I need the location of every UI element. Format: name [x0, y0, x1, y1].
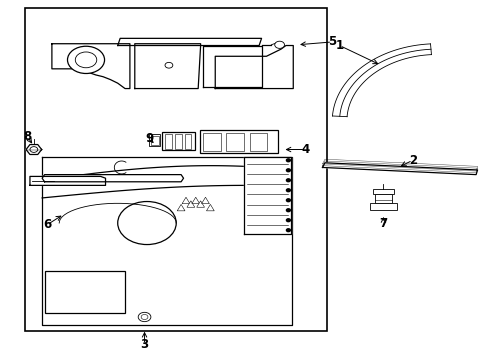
- Text: 5: 5: [327, 35, 336, 49]
- Bar: [203, 133, 220, 151]
- Polygon shape: [244, 157, 290, 234]
- Polygon shape: [42, 175, 183, 182]
- Bar: [369, 203, 396, 211]
- Polygon shape: [52, 44, 130, 89]
- Circle shape: [286, 169, 290, 172]
- Polygon shape: [26, 145, 41, 154]
- Circle shape: [286, 199, 290, 202]
- Polygon shape: [186, 201, 194, 207]
- Text: 7: 7: [379, 216, 386, 230]
- Circle shape: [164, 62, 172, 68]
- Bar: [25, 8, 327, 330]
- Polygon shape: [191, 197, 199, 204]
- Bar: [161, 132, 194, 150]
- Polygon shape: [203, 45, 261, 87]
- Text: 3: 3: [140, 338, 148, 351]
- Circle shape: [274, 41, 284, 48]
- Bar: [174, 134, 181, 149]
- Polygon shape: [182, 197, 189, 204]
- Bar: [44, 271, 125, 313]
- Text: 1: 1: [335, 39, 343, 52]
- Bar: [184, 134, 191, 149]
- Polygon shape: [322, 163, 477, 175]
- Circle shape: [286, 219, 290, 222]
- Circle shape: [30, 147, 38, 152]
- Polygon shape: [30, 176, 105, 185]
- Text: 8: 8: [23, 130, 32, 144]
- Polygon shape: [135, 44, 200, 89]
- Polygon shape: [118, 39, 261, 45]
- Circle shape: [118, 202, 176, 244]
- Bar: [199, 130, 277, 153]
- Circle shape: [67, 46, 104, 73]
- Circle shape: [141, 315, 148, 319]
- Circle shape: [286, 189, 290, 192]
- Bar: [226, 133, 244, 151]
- Bar: [374, 194, 391, 203]
- Circle shape: [138, 312, 151, 321]
- Bar: [164, 134, 171, 149]
- Polygon shape: [196, 201, 204, 207]
- Circle shape: [286, 209, 290, 212]
- Bar: [149, 134, 160, 146]
- Circle shape: [286, 159, 290, 162]
- Polygon shape: [42, 157, 292, 325]
- Text: 4: 4: [301, 143, 309, 156]
- Text: 6: 6: [43, 218, 51, 231]
- Text: 2: 2: [408, 154, 416, 167]
- Text: 9: 9: [145, 132, 153, 145]
- Bar: [372, 189, 393, 194]
- Circle shape: [286, 179, 290, 182]
- Polygon shape: [206, 204, 214, 211]
- Bar: [249, 133, 267, 151]
- Polygon shape: [177, 204, 184, 211]
- Circle shape: [75, 52, 97, 68]
- Polygon shape: [215, 45, 293, 89]
- Bar: [151, 136, 158, 145]
- Circle shape: [286, 229, 290, 231]
- Polygon shape: [201, 197, 209, 204]
